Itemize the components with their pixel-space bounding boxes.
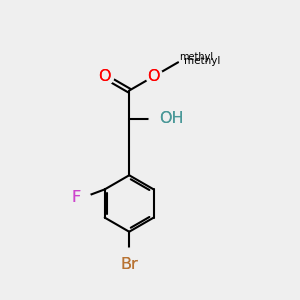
Text: OH: OH — [159, 111, 184, 126]
Text: Br: Br — [120, 257, 138, 272]
Text: methyl: methyl — [180, 52, 214, 62]
Text: O: O — [147, 69, 160, 84]
Text: F: F — [71, 190, 81, 206]
Text: methyl: methyl — [184, 56, 220, 66]
Text: Br: Br — [120, 257, 138, 272]
Text: OH: OH — [159, 111, 184, 126]
Text: O: O — [147, 69, 160, 84]
Text: F: F — [71, 190, 81, 206]
Text: O: O — [98, 69, 111, 84]
Text: O: O — [98, 69, 111, 84]
